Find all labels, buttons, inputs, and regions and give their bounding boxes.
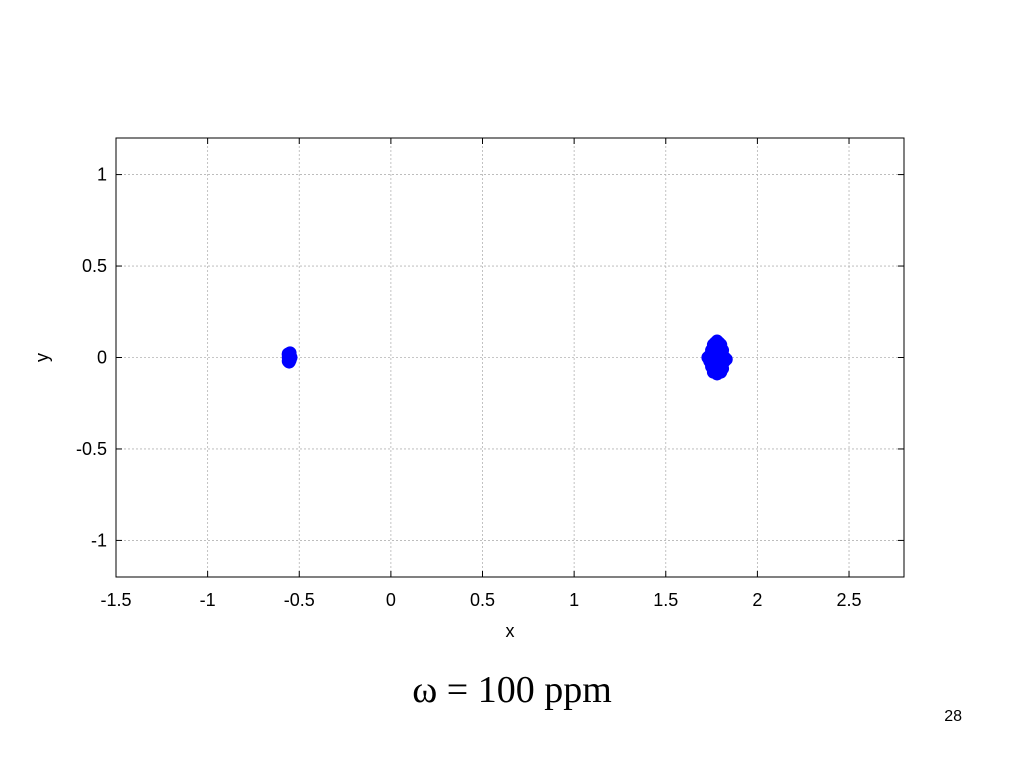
x-tick-label: 2.5 [837, 590, 862, 610]
data-point [281, 348, 295, 362]
x-tick-label: -1.5 [100, 590, 131, 610]
data-points [281, 334, 733, 381]
y-tick-label: 0.5 [82, 256, 107, 276]
x-tick-label: 1 [569, 590, 579, 610]
y-axis-label: y [32, 353, 52, 362]
x-tick-label: 0.5 [470, 590, 495, 610]
page-number: 28 [944, 708, 962, 725]
plot-frame [115, 137, 905, 578]
y-tick-label: 0 [97, 348, 107, 368]
x-tick-label: -0.5 [284, 590, 315, 610]
grid-layer [115, 138, 904, 577]
x-tick-label: 2 [752, 590, 762, 610]
y-tick-label: -1 [91, 530, 107, 550]
data-point [714, 365, 728, 379]
data-point [712, 336, 726, 350]
x-tick-label: 1.5 [653, 590, 678, 610]
data-point [701, 351, 715, 364]
x-tick-label: 0 [386, 590, 396, 610]
y-tick-label: 1 [97, 165, 107, 185]
slide-caption: ω = 100 ppm [412, 669, 612, 711]
y-tick-label: -0.5 [76, 439, 107, 459]
x-tick-label: -1 [200, 590, 216, 610]
x-axis-label: x [506, 621, 515, 641]
data-point [719, 352, 733, 366]
tick-labels: -1.5 -1 -0.5 0 0.5 1 1.5 2 2.5 -1 -0.5 0 0.5 1 [76, 165, 862, 610]
